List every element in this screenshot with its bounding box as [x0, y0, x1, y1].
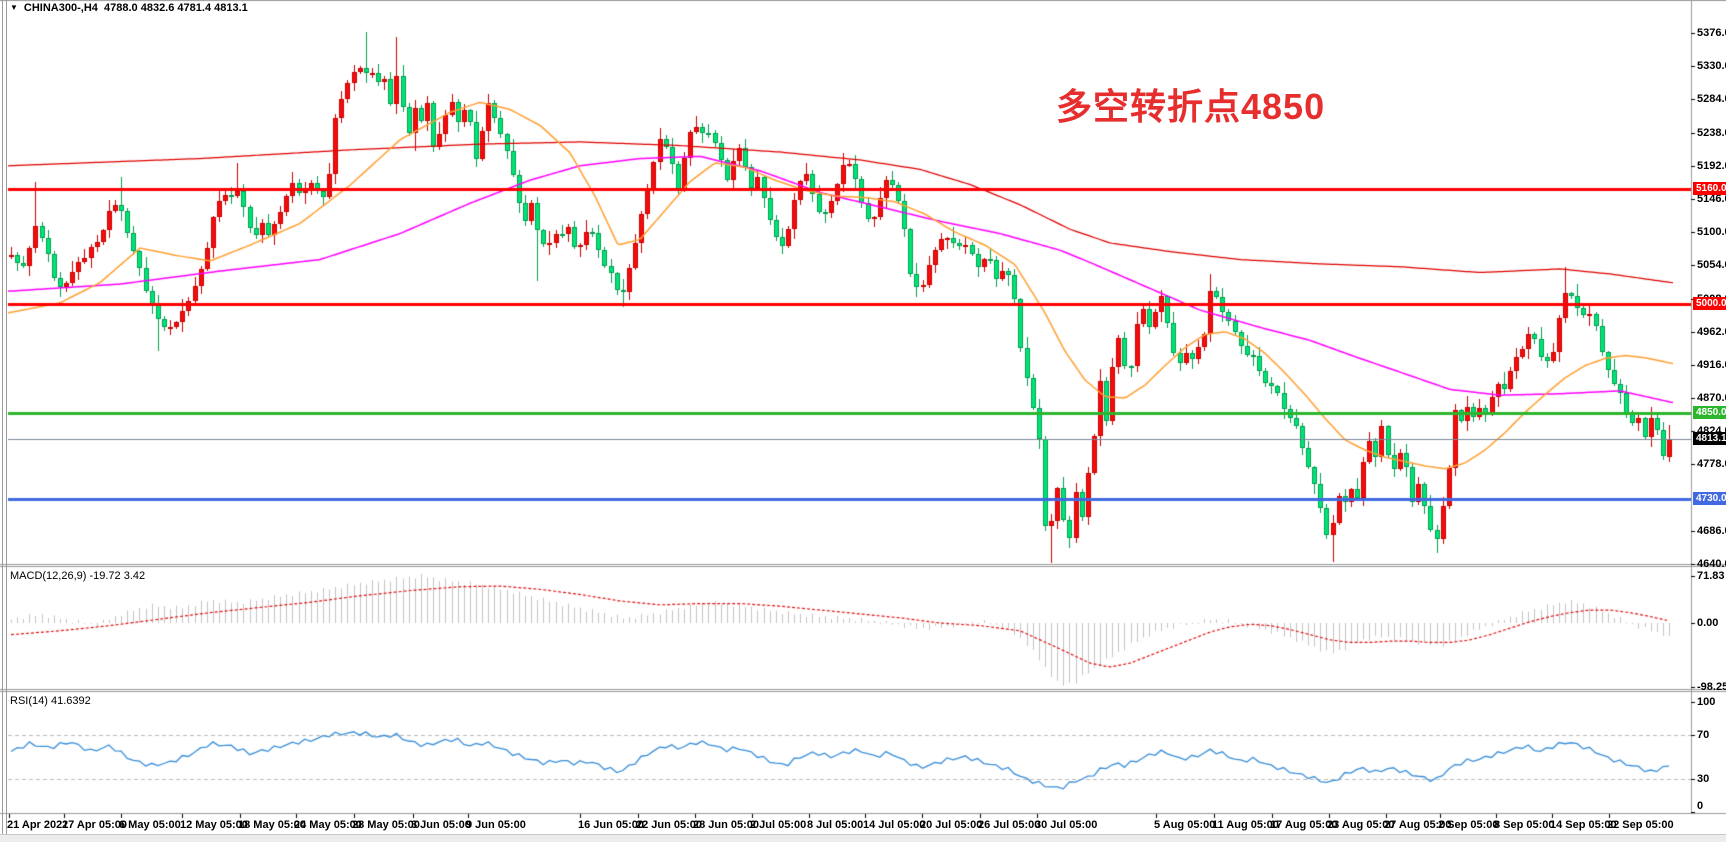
price-tick-label: 5330.0 — [1697, 60, 1726, 73]
price-tick-label: 4916.0 — [1697, 358, 1726, 371]
price-tick-label: 5146.0 — [1697, 192, 1726, 205]
date-tick-label: 22 Sep 05:00 — [1607, 819, 1674, 831]
date-tick-label: 27 Aug 05:00 — [1384, 819, 1452, 831]
window-left-border — [2, 0, 3, 842]
date-tick-label: 26 Jul 05:00 — [978, 819, 1041, 831]
date-tick-label: 28 May 05:00 — [352, 819, 420, 831]
level-price-badge: 4850.0 — [1693, 405, 1726, 419]
rsi-indicator-label: RSI(14) 41.6392 — [10, 695, 91, 707]
date-tick-label: 14 Jul 05:00 — [863, 819, 926, 831]
date-tick-label: 23 Aug 05:00 — [1327, 819, 1395, 831]
date-tick-label: 27 Apr 05:00 — [62, 819, 128, 831]
date-tick-label: 14 Sep 05:00 — [1550, 819, 1617, 831]
date-tick-label: 6 May 05:00 — [119, 819, 181, 831]
date-tick-label: 20 Jul 05:00 — [920, 819, 983, 831]
date-tick-label: 8 Sep 05:00 — [1494, 819, 1555, 831]
date-tick-label: 16 Jun 05:00 — [578, 819, 645, 831]
price-tick-label: 5100.0 — [1697, 226, 1726, 239]
price-tick-label: 4686.0 — [1697, 524, 1726, 537]
level-price-badge: 5000.0 — [1693, 297, 1726, 311]
date-tick-label: 9 Jun 05:00 — [466, 819, 526, 831]
symbol-period-label: CHINA300-,H4 — [23, 2, 98, 14]
price-tick-label: 4870.0 — [1697, 392, 1726, 405]
macd-tick-label: 71.83 — [1697, 570, 1725, 583]
date-tick-label: 18 May 05:00 — [238, 819, 306, 831]
chevron-down-icon[interactable]: ▼ — [10, 3, 18, 12]
price-tick-label: 5238.0 — [1697, 126, 1726, 139]
date-tick-label: 8 Jul 05:00 — [807, 819, 864, 831]
rsi-tick-label: 30 — [1697, 773, 1710, 785]
date-tick-label: 17 Aug 05:00 — [1270, 819, 1338, 831]
date-tick-label: 2 Jul 05:00 — [750, 819, 807, 831]
price-tick-label: 4778.0 — [1697, 458, 1726, 471]
current-price-badge: 4813.1 — [1693, 432, 1726, 446]
date-tick-label: 21 Apr 2021 — [7, 819, 69, 831]
chart-header: ▼ CHINA300-,H4 4788.0 4832.6 4781.4 4813.… — [10, 2, 248, 14]
date-tick-label: 3 Jun 05:00 — [411, 819, 471, 831]
window-left-border-inner — [6, 0, 7, 842]
date-tick-label: 5 Aug 05:00 — [1154, 819, 1216, 831]
ohlc-readout: 4788.0 4832.6 4781.4 4813.1 — [104, 2, 248, 14]
date-tick-label: 12 May 05:00 — [180, 819, 248, 831]
price-tick-label: 5054.0 — [1697, 259, 1726, 272]
rsi-tick-label: 0 — [1697, 800, 1704, 812]
price-tick-label: 5192.0 — [1697, 159, 1726, 172]
macd-tick-label: 0.00 — [1697, 617, 1719, 629]
annotation-text[interactable]: 多空转折点4850 — [1056, 86, 1326, 127]
rsi-tick-label: 100 — [1697, 696, 1716, 708]
status-bar — [0, 834, 1726, 842]
level-price-badge: 4730.0 — [1693, 492, 1726, 506]
date-tick-label: 22 Jun 05:00 — [636, 819, 703, 831]
level-price-badge: 5160.0 — [1693, 181, 1726, 195]
date-tick-label: 11 Aug 05:00 — [1212, 819, 1279, 831]
rsi-tick-label: 70 — [1697, 729, 1710, 741]
date-tick-label: 30 Jul 05:00 — [1035, 819, 1098, 831]
price-tick-label: 4640.0 — [1697, 558, 1726, 571]
date-tick-label: 2 Sep 05:00 — [1438, 819, 1499, 831]
price-tick-label: 5376.0 — [1697, 27, 1726, 39]
date-tick-label: 28 Jun 05:00 — [693, 819, 760, 831]
date-tick-label: 24 May 05:00 — [294, 819, 362, 831]
macd-tick-label: -98.25 — [1697, 680, 1726, 693]
macd-indicator-label: MACD(12,26,9) -19.72 3.42 — [10, 570, 146, 582]
price-tick-label: 4962.0 — [1697, 325, 1726, 338]
price-tick-label: 5284.0 — [1697, 93, 1726, 106]
